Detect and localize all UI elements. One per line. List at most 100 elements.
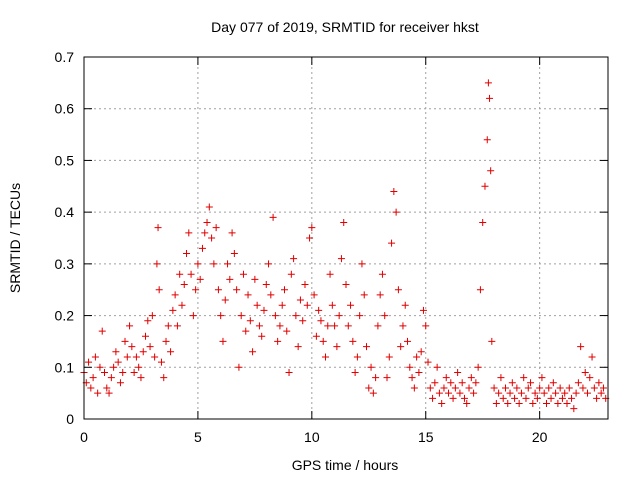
data-point <box>253 301 261 309</box>
data-point <box>522 394 530 402</box>
data-point <box>126 322 134 330</box>
data-point <box>342 281 350 289</box>
data-point <box>351 368 359 376</box>
data-point <box>463 399 471 407</box>
data-point <box>536 384 544 392</box>
data-point <box>563 399 571 407</box>
data-point <box>308 224 316 232</box>
data-point <box>154 224 162 232</box>
data-point <box>137 374 145 382</box>
data-point <box>192 286 200 294</box>
data-point <box>105 389 113 397</box>
data-point <box>201 229 209 237</box>
data-point <box>326 270 334 278</box>
data-point <box>344 322 352 330</box>
data-point <box>210 260 218 268</box>
data-point <box>328 301 336 309</box>
plot-frame <box>83 56 609 420</box>
data-point <box>187 270 195 278</box>
data-point <box>508 379 516 387</box>
data-point <box>424 358 432 366</box>
data-point <box>595 379 603 387</box>
data-point <box>265 260 273 268</box>
data-point <box>511 394 519 402</box>
data-point <box>153 260 161 268</box>
data-point <box>545 384 553 392</box>
data-point <box>363 343 371 351</box>
data-point <box>499 394 507 402</box>
x-tick-label: 15 <box>418 429 434 445</box>
data-point <box>433 363 441 371</box>
data-point <box>486 94 494 102</box>
data-point <box>167 348 175 356</box>
data-point <box>440 384 448 392</box>
data-point <box>593 394 601 402</box>
y-tick-label: 0.1 <box>55 359 75 375</box>
data-point <box>390 187 398 195</box>
data-point <box>415 368 423 376</box>
data-point <box>488 337 496 345</box>
data-point <box>458 379 466 387</box>
data-point <box>324 322 332 330</box>
data-point <box>590 384 598 392</box>
data-point <box>442 374 450 382</box>
data-point <box>419 306 427 314</box>
data-point <box>185 229 193 237</box>
data-point <box>299 317 307 325</box>
data-point <box>501 384 509 392</box>
x-axis-label: GPS time / hours <box>292 457 399 473</box>
data-point <box>599 384 607 392</box>
data-point <box>331 322 339 330</box>
data-point <box>180 281 188 289</box>
data-point <box>112 348 120 356</box>
data-point <box>572 389 580 397</box>
data-point <box>577 343 585 351</box>
data-point <box>581 368 589 376</box>
data-point <box>246 317 254 325</box>
data-point <box>378 270 386 278</box>
data-point <box>244 291 252 299</box>
data-point <box>517 389 525 397</box>
data-point <box>347 301 355 309</box>
data-point <box>290 255 298 263</box>
data-point <box>317 317 325 325</box>
data-point <box>242 327 250 335</box>
data-point <box>114 358 122 366</box>
data-point <box>504 399 512 407</box>
data-point <box>144 317 152 325</box>
data-point <box>413 353 421 361</box>
y-tick-label: 0 <box>66 411 74 427</box>
data-point <box>89 374 97 382</box>
data-point <box>230 250 238 258</box>
data-point <box>447 379 455 387</box>
data-point <box>160 374 168 382</box>
data-point <box>538 374 546 382</box>
data-point <box>540 389 548 397</box>
data-point <box>515 399 523 407</box>
data-point <box>271 312 279 320</box>
data-point <box>374 322 382 330</box>
y-tick-label: 0.2 <box>55 308 75 324</box>
x-tick-label: 5 <box>194 429 202 445</box>
data-point <box>119 368 127 376</box>
x-tick-label: 10 <box>304 429 320 445</box>
data-point <box>456 389 464 397</box>
data-point <box>315 306 323 314</box>
data-point <box>164 322 172 330</box>
data-point <box>552 389 560 397</box>
data-point <box>139 348 147 356</box>
data-point <box>579 384 587 392</box>
data-point <box>148 312 156 320</box>
data-point <box>333 343 341 351</box>
data-point <box>588 353 596 361</box>
data-point <box>321 353 329 361</box>
data-point <box>408 374 416 382</box>
data-point <box>306 234 314 242</box>
data-point <box>283 327 291 335</box>
data-point <box>479 218 487 226</box>
data-point <box>367 363 375 371</box>
data-point <box>94 389 102 397</box>
data-point <box>383 374 391 382</box>
data-point <box>214 286 222 294</box>
data-point <box>146 343 154 351</box>
